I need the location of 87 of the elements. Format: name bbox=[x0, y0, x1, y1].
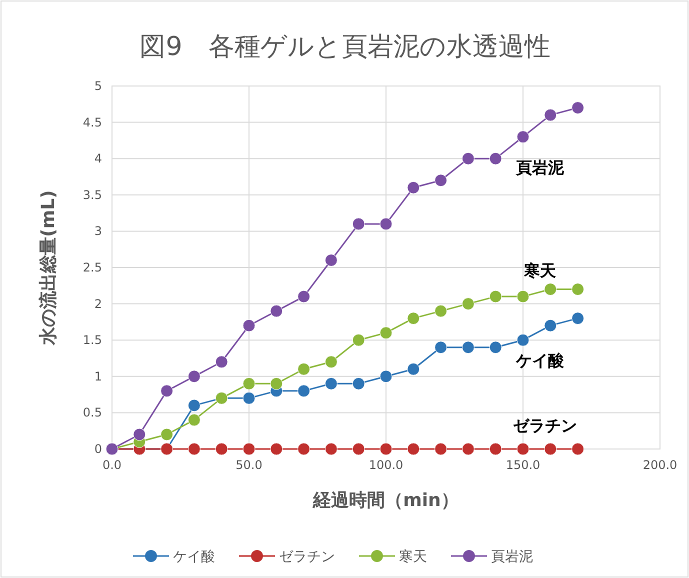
annotation: 寒天 bbox=[523, 261, 557, 280]
y-tick-label: 0.5 bbox=[82, 406, 102, 420]
point bbox=[242, 319, 256, 332]
point bbox=[270, 442, 283, 456]
x-tick-label: 50.0 bbox=[236, 458, 262, 472]
point bbox=[160, 428, 174, 441]
point bbox=[434, 341, 448, 354]
point bbox=[516, 442, 530, 456]
point bbox=[298, 442, 310, 456]
point bbox=[188, 370, 200, 383]
x-tick-label: 200.0 bbox=[642, 458, 678, 472]
point bbox=[380, 370, 392, 383]
point bbox=[270, 304, 283, 318]
point bbox=[188, 399, 200, 412]
x-axis-title: 経過時間（min） bbox=[312, 490, 459, 511]
point bbox=[434, 304, 448, 318]
legend-label: ゼラチン bbox=[279, 549, 335, 565]
point bbox=[298, 290, 310, 303]
point bbox=[516, 290, 530, 303]
y-tick-label: 2.5 bbox=[82, 260, 102, 274]
point bbox=[489, 152, 502, 165]
point bbox=[324, 356, 338, 368]
legend-label: ケイ酸 bbox=[173, 549, 215, 565]
point bbox=[489, 290, 502, 303]
point bbox=[380, 326, 392, 340]
x-tick-label: 0.0 bbox=[102, 458, 122, 472]
x-tick-label: 150.0 bbox=[506, 458, 540, 472]
y-tick-label: 1.5 bbox=[82, 333, 102, 348]
point bbox=[352, 442, 365, 456]
point bbox=[324, 377, 338, 390]
point bbox=[407, 362, 420, 376]
point bbox=[270, 377, 283, 390]
point bbox=[434, 174, 448, 187]
point bbox=[544, 319, 557, 332]
x-tick-label: 100.0 bbox=[368, 458, 404, 472]
point bbox=[324, 442, 338, 456]
point bbox=[188, 414, 200, 426]
point bbox=[352, 377, 365, 390]
point bbox=[572, 442, 584, 456]
y-tick-label: 5 bbox=[94, 79, 102, 93]
point bbox=[298, 384, 310, 398]
point bbox=[462, 298, 474, 310]
point bbox=[407, 312, 420, 325]
point bbox=[407, 442, 420, 456]
point bbox=[489, 341, 502, 354]
legend-label: 頁岩泥 bbox=[491, 549, 533, 565]
point bbox=[242, 377, 256, 390]
annotation: 頁岩泥 bbox=[515, 158, 565, 177]
point bbox=[544, 108, 557, 122]
point bbox=[572, 102, 584, 114]
point bbox=[380, 218, 392, 230]
point bbox=[544, 283, 557, 296]
annotation: ゼラチン bbox=[513, 416, 577, 435]
point bbox=[462, 341, 474, 354]
point bbox=[516, 334, 530, 346]
point bbox=[434, 442, 448, 456]
point bbox=[572, 283, 584, 296]
point bbox=[462, 152, 474, 165]
point bbox=[544, 442, 557, 456]
point bbox=[215, 442, 228, 456]
point bbox=[215, 356, 228, 368]
point bbox=[324, 254, 338, 266]
point bbox=[489, 442, 502, 456]
y-tick-label: 4.5 bbox=[82, 115, 102, 130]
y-tick-label: 4 bbox=[94, 152, 102, 166]
point bbox=[572, 312, 584, 325]
point bbox=[242, 392, 256, 404]
point bbox=[352, 334, 365, 346]
point bbox=[352, 218, 365, 230]
point bbox=[133, 428, 146, 441]
point bbox=[516, 130, 530, 144]
y-tick-label: 3 bbox=[94, 224, 102, 238]
annotation: ケイ酸 bbox=[515, 351, 565, 370]
point bbox=[242, 442, 256, 456]
point bbox=[298, 362, 310, 376]
point bbox=[188, 442, 200, 456]
point bbox=[407, 181, 420, 194]
point bbox=[160, 384, 174, 398]
y-tick-label: 2 bbox=[94, 296, 102, 311]
point bbox=[462, 442, 474, 456]
chart-title: 図9 各種ゲルと頁岩泥の水透過性 bbox=[140, 32, 550, 62]
point bbox=[380, 442, 392, 456]
legend-label: 寒天 bbox=[399, 549, 427, 565]
y-tick-label: 1 bbox=[94, 369, 102, 384]
y-axis-title: 水の流出総量(mL) bbox=[38, 190, 59, 346]
y-tick-label: 0 bbox=[94, 442, 102, 456]
y-tick-label: 3.5 bbox=[82, 188, 102, 202]
